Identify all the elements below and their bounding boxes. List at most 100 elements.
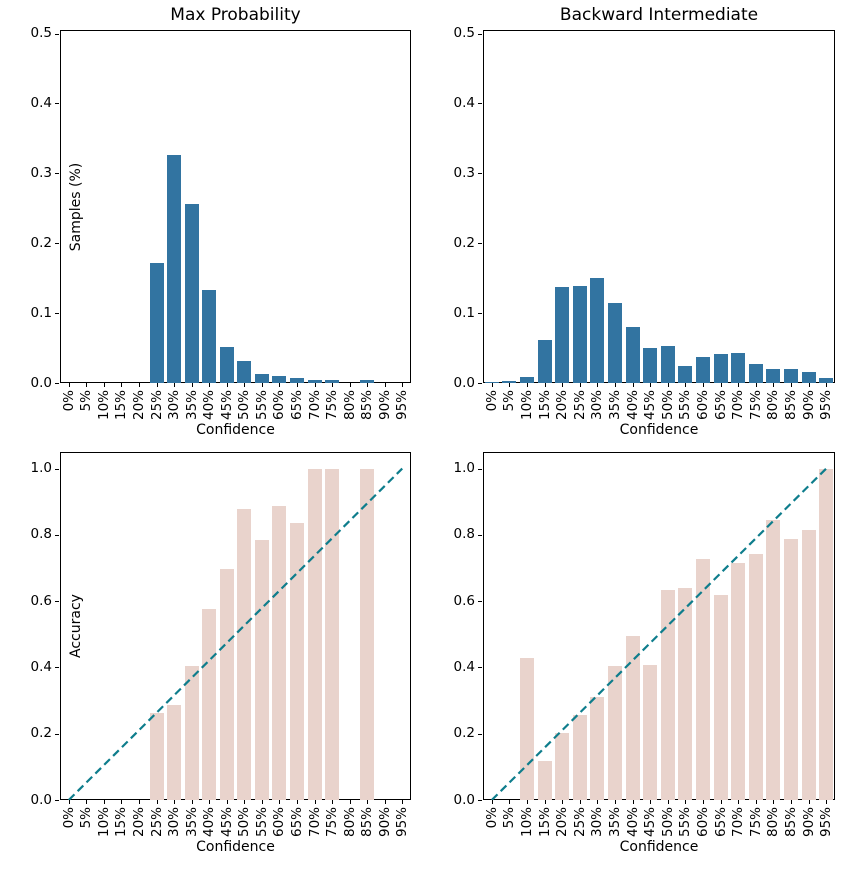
bar <box>202 290 217 383</box>
x-tick-mark <box>402 800 404 804</box>
bar <box>608 302 622 383</box>
x-tick-mark <box>244 383 246 387</box>
bar <box>801 371 816 383</box>
bar <box>167 704 182 800</box>
x-tick-mark <box>562 383 564 387</box>
bar <box>520 377 534 383</box>
bar <box>731 352 746 383</box>
x-tick-mark <box>773 383 775 387</box>
x-tick-mark <box>384 383 386 387</box>
x-tick-mark <box>720 383 722 387</box>
x-axis-label: Confidence <box>619 422 699 438</box>
bar <box>167 155 182 383</box>
plot-frame <box>60 452 411 800</box>
x-tick-mark <box>244 800 246 804</box>
x-axis-label: Confidence <box>619 839 699 855</box>
y-tick-label: 0.8 <box>453 526 475 543</box>
bar <box>784 538 798 800</box>
y-tick-mark <box>478 173 482 175</box>
y-tick-mark <box>478 800 482 801</box>
x-tick-mark <box>314 800 316 804</box>
bar <box>237 508 252 800</box>
y-tick-label: 0.5 <box>30 25 52 41</box>
bar <box>272 505 287 800</box>
x-tick-mark <box>384 800 386 804</box>
x-tick-mark <box>349 800 351 804</box>
x-tick-mark <box>579 383 581 387</box>
bar <box>555 733 570 800</box>
y-tick-label: 1.0 <box>453 460 475 477</box>
bar <box>819 378 834 383</box>
x-tick-mark <box>527 800 528 804</box>
x-tick-mark <box>139 383 140 387</box>
x-tick-mark <box>509 800 511 804</box>
chart-max-probability-histogram: 0% 5% 10% 15% 20% 25% 30% 35% 40% 45% 50% 55% 60% 65%… <box>31 5 411 438</box>
y-tick-label: 0.3 <box>453 164 475 181</box>
x-tick-mark <box>209 800 211 804</box>
x-tick-mark <box>402 383 404 387</box>
x-tick-mark <box>279 800 281 804</box>
y-tick-mark <box>55 103 59 105</box>
x-tick-mark <box>826 800 828 804</box>
y-tick-mark <box>478 383 482 384</box>
y-tick-label: 0.0 <box>453 374 475 391</box>
y-tick-mark <box>55 468 59 470</box>
bar <box>502 380 517 383</box>
bar <box>766 519 781 800</box>
x-tick-mark <box>650 383 652 387</box>
y-tick-label: 0.4 <box>453 94 475 111</box>
bar <box>272 376 287 383</box>
bar <box>643 664 658 800</box>
y-tick-label: 0.2 <box>453 725 475 742</box>
bar <box>784 369 798 383</box>
bar <box>713 354 728 383</box>
x-tick-mark <box>279 383 281 387</box>
bar <box>819 468 834 800</box>
y-tick-label: 0.3 <box>30 164 52 181</box>
bar <box>590 696 605 800</box>
bar <box>537 340 552 383</box>
y-tick-mark <box>55 601 59 603</box>
x-tick-mark <box>597 383 599 387</box>
x-tick-mark <box>650 800 652 804</box>
chart-backward-intermediate-calibration: 0% 5% 10% 15% 20% 25% 30% 35% 40% 45% 50% 55% 60% 65%… <box>454 452 835 855</box>
bar <box>660 589 675 800</box>
y-tick-label: 0.6 <box>453 592 475 609</box>
y-tick-mark <box>478 313 482 315</box>
x-tick-mark <box>226 383 228 387</box>
x-tick-mark <box>703 800 704 804</box>
y-tick-mark <box>55 313 59 315</box>
bar <box>748 364 763 383</box>
bar <box>625 635 640 800</box>
diagonal-reference-line <box>491 467 827 801</box>
y-tick-label: 0.8 <box>30 526 52 543</box>
y-tick-mark <box>478 243 482 245</box>
y-tick-mark <box>55 383 59 384</box>
bar <box>696 357 710 383</box>
bar <box>325 468 339 800</box>
y-tick-mark <box>55 173 59 175</box>
y-tick-mark <box>55 33 59 35</box>
y-tick-label: 0.0 <box>453 791 475 808</box>
bar <box>307 380 322 383</box>
x-tick-mark <box>491 800 493 804</box>
x-tick-mark <box>791 800 792 804</box>
x-tick-mark <box>544 383 546 387</box>
x-tick-mark <box>632 800 634 804</box>
x-tick-mark <box>191 800 193 804</box>
x-tick-mark <box>68 383 70 387</box>
x-tick-mark <box>720 800 722 804</box>
x-tick-mark <box>808 800 810 804</box>
bar <box>731 562 746 800</box>
y-tick-mark <box>478 468 482 470</box>
x-tick-mark <box>174 800 176 804</box>
bar <box>678 366 693 383</box>
x-tick-mark <box>103 383 105 387</box>
x-tick-mark <box>367 800 369 804</box>
y-tick-label: 0.2 <box>453 234 475 251</box>
bar <box>801 529 816 800</box>
bar <box>572 285 587 383</box>
bar <box>625 327 640 383</box>
y-axis-label: Samples (%) <box>68 162 84 251</box>
